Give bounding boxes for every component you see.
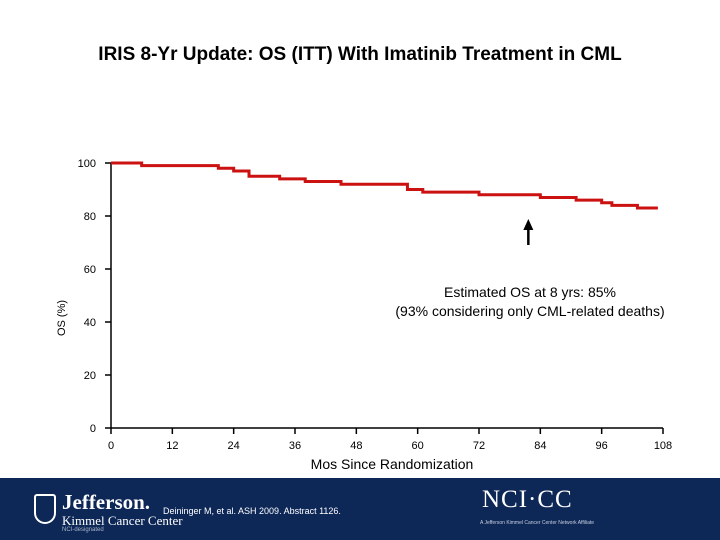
y-tick-label: 20 bbox=[84, 370, 96, 382]
x-tick-label: 72 bbox=[473, 440, 485, 452]
y-tick-label: 80 bbox=[84, 211, 96, 223]
x-tick-label: 84 bbox=[534, 440, 546, 452]
chart-axes bbox=[110, 163, 663, 429]
y-axis-label: OS (%) bbox=[56, 300, 68, 336]
y-tick-label: 60 bbox=[84, 264, 96, 276]
x-tick-label: 48 bbox=[350, 440, 362, 452]
x-tick-label: 108 bbox=[654, 440, 672, 452]
x-tick-label: 60 bbox=[412, 440, 424, 452]
nccc-logo-tag: A Jefferson Kimmel Cancer Center Network… bbox=[480, 520, 595, 526]
nccc-logo-name: NCI·CC bbox=[482, 486, 573, 513]
y-tick-label: 100 bbox=[78, 158, 96, 170]
x-tick-label: 12 bbox=[166, 440, 178, 452]
chart-ticks: 0 20 40 60 80 100 0 12 24 36 48 60 72 84 96 108 bbox=[78, 158, 673, 452]
footer-bar: Jefferson. Kimmel Cancer Center NCI-desi… bbox=[0, 478, 720, 540]
annotation-line-2: (93% considering only CML-related deaths… bbox=[395, 303, 665, 319]
chart-series bbox=[110, 161, 658, 210]
os-annotation: Estimated OS at 8 yrs: 85% (93% consider… bbox=[350, 283, 710, 321]
logo-subtitle: Kimmel Cancer Center bbox=[62, 513, 183, 528]
annotation-arrow bbox=[523, 219, 534, 245]
y-tick-label: 40 bbox=[84, 317, 96, 329]
annotation-line-1: Estimated OS at 8 yrs: 85% bbox=[444, 284, 616, 300]
logo-tag: NCI-designated bbox=[62, 527, 104, 533]
logo-name: Jefferson. bbox=[62, 490, 151, 514]
citation: Deininger M, et al. ASH 2009. Abstract 1… bbox=[163, 506, 341, 516]
os-chart: 0 20 40 60 80 100 0 12 24 36 48 60 72 84 96 108 Mos Sin… bbox=[56, 158, 673, 472]
x-tick-label: 36 bbox=[289, 440, 301, 452]
shield-icon bbox=[34, 494, 56, 524]
arrow-head bbox=[523, 219, 534, 230]
nccc-logo: NCI·CC A Jefferson Kimmel Cancer Center … bbox=[470, 486, 594, 536]
x-tick-label: 96 bbox=[596, 440, 608, 452]
y-tick-label: 0 bbox=[90, 423, 96, 435]
jefferson-logo: Jefferson. Kimmel Cancer Center NCI-desi… bbox=[34, 490, 183, 533]
slide-title: IRIS 8-Yr Update: OS (ITT) With Imatinib… bbox=[98, 44, 622, 65]
chart-labels: Mos Since Randomization OS (%) bbox=[56, 300, 473, 472]
x-axis-label: Mos Since Randomization bbox=[311, 456, 474, 472]
x-tick-label: 24 bbox=[228, 440, 240, 452]
os-curve bbox=[111, 161, 658, 210]
x-tick-label: 0 bbox=[108, 440, 114, 452]
